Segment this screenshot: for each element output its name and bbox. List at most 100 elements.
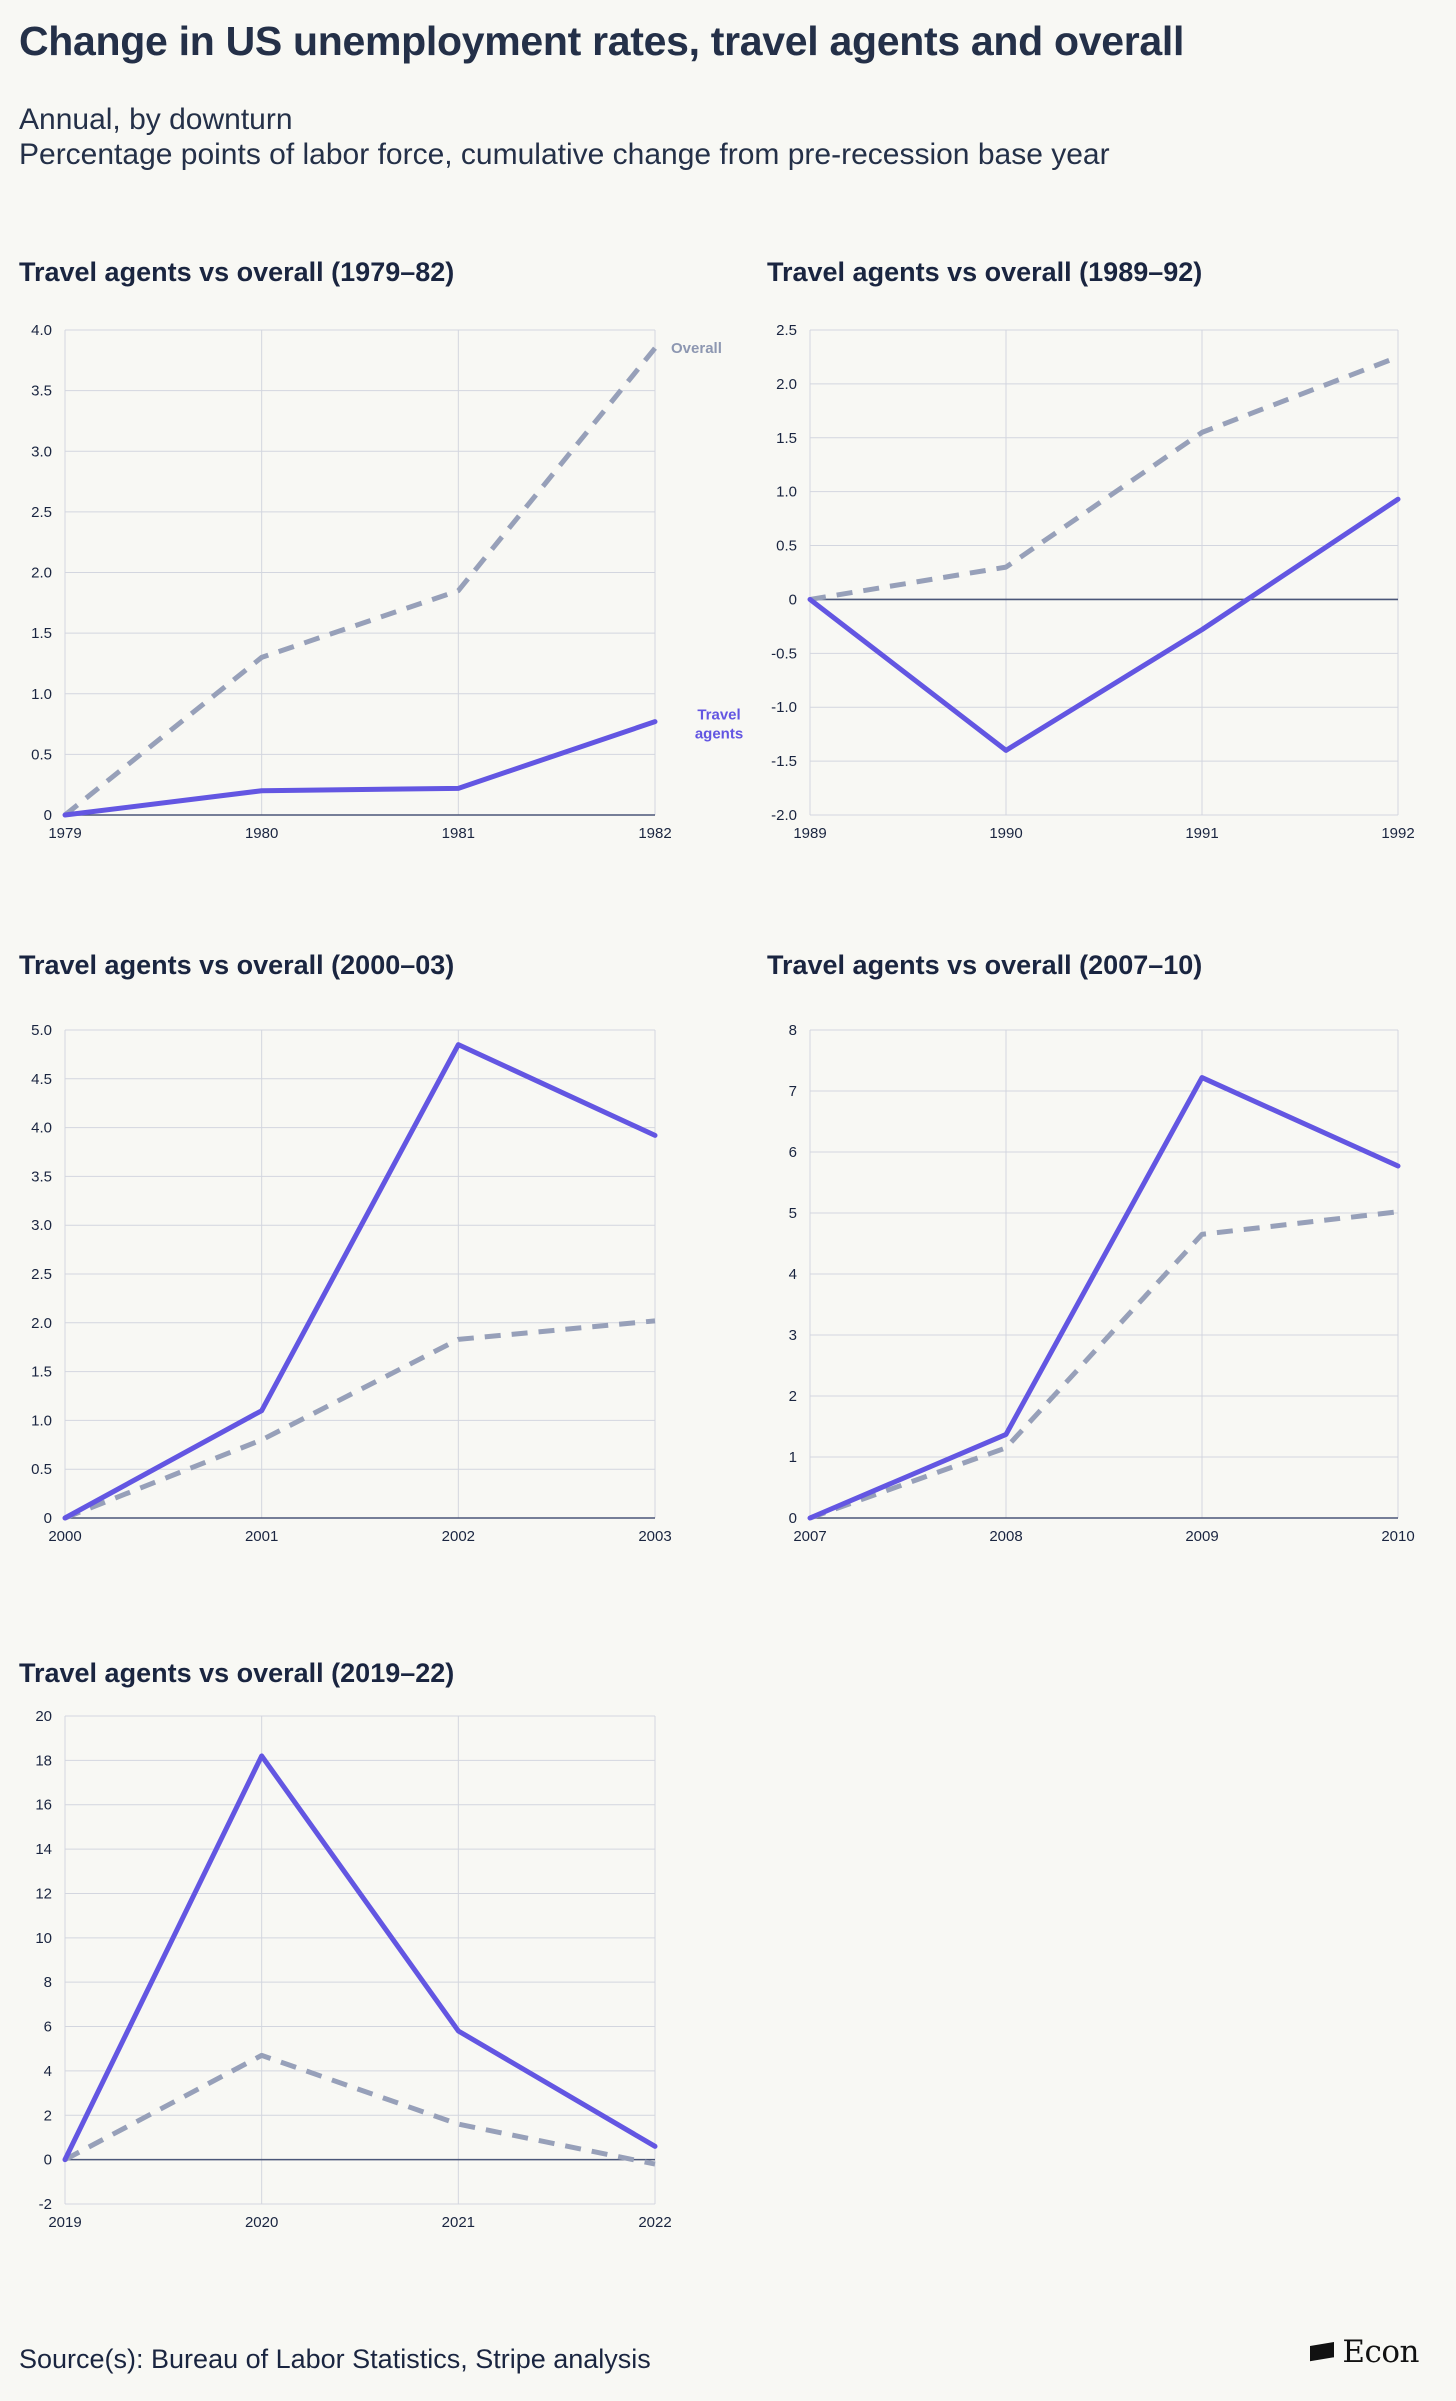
source-note: Source(s): Bureau of Labor Statistics, S… (19, 2344, 651, 2374)
y-tick-label: 8 (789, 1022, 797, 1039)
logo-text: Econ (1342, 2334, 1419, 2370)
y-tick-label: 0.5 (776, 538, 797, 555)
series-line-travel-agents (62, 719, 658, 818)
y-tick-label: 4.0 (31, 1120, 52, 1137)
x-tick-label: 1989 (793, 825, 826, 842)
y-tick-label: 0.5 (31, 746, 52, 763)
chart-5-title: Travel agents vs overall (2019–22) (19, 1658, 455, 1688)
y-tick-label: 3.5 (31, 1168, 52, 1185)
y-tick-label: 0 (44, 2152, 52, 2169)
x-tick-label: 2020 (245, 2214, 278, 2231)
x-tick-label: 1990 (989, 825, 1022, 842)
book-icon (1310, 2342, 1335, 2363)
y-tick-label: 4.0 (31, 322, 52, 339)
y-tick-label: 0 (789, 1510, 797, 1527)
x-tick-label: 2007 (793, 1528, 826, 1545)
chart-4-title: Travel agents vs overall (2007–10) (767, 950, 1203, 980)
label-overall: Overall (671, 340, 722, 357)
x-tick-label: 2019 (48, 2214, 81, 2231)
y-tick-label: 2.0 (31, 565, 52, 582)
x-tick-label: 2022 (638, 2214, 671, 2231)
y-tick-label: 0 (789, 591, 797, 608)
x-tick-label: 2003 (638, 1528, 671, 1545)
y-tick-label: 10 (35, 1930, 52, 1947)
x-tick-label: 2001 (245, 1528, 278, 1545)
chart-2-title: Travel agents vs overall (1989–92) (767, 257, 1203, 287)
chart-3-title: Travel agents vs overall (2000–03) (19, 950, 455, 980)
y-tick-label: 16 (35, 1797, 52, 1814)
y-tick-label: 6 (789, 1144, 797, 1161)
x-tick-label: 2002 (442, 1528, 475, 1545)
series-line-overall (64, 1318, 656, 1521)
y-tick-label: 3.0 (31, 1217, 52, 1234)
x-tick-label: 1981 (442, 825, 475, 842)
label-travel-agents-1: Travel (697, 707, 740, 724)
series-line-overall (809, 354, 1399, 602)
series-line-overall (63, 2052, 656, 2167)
y-tick-label: 12 (35, 1885, 52, 1902)
chart-1-title: Travel agents vs overall (1979–82) (19, 257, 455, 287)
y-tick-label: 14 (35, 1841, 52, 1858)
y-tick-label: 0 (44, 807, 52, 824)
series-line-travel-agents (62, 1753, 658, 2163)
y-tick-label: -1.5 (771, 753, 797, 770)
x-tick-label: 2009 (1185, 1528, 1218, 1545)
y-tick-label: -2.0 (771, 807, 797, 824)
y-tick-label: 1.5 (31, 625, 52, 642)
y-tick-label: -2 (39, 2196, 52, 2213)
x-tick-label: 2021 (442, 2214, 475, 2231)
subtitle-line-1: Annual, by downturn (19, 103, 293, 136)
y-tick-label: 2.0 (776, 376, 797, 393)
y-tick-label: 8 (44, 1974, 52, 1991)
y-tick-label: 3.5 (31, 383, 52, 400)
series-line-travel-agents (807, 496, 1401, 753)
series-line-overall (809, 1209, 1399, 1521)
y-tick-label: 1.0 (776, 484, 797, 501)
y-tick-label: 2 (44, 2107, 52, 2124)
y-tick-label: 0 (44, 1510, 52, 1527)
x-tick-label: 2000 (48, 1528, 81, 1545)
subtitle-line-2: Percentage points of labor force, cumula… (19, 138, 1110, 171)
y-tick-label: 3 (789, 1327, 797, 1344)
y-tick-label: 1 (789, 1449, 797, 1466)
y-tick-label: 5 (789, 1205, 797, 1222)
series-line-travel-agents (807, 1075, 1401, 1521)
page-title: Change in US unemployment rates, travel … (19, 18, 1185, 64)
x-tick-label: 1979 (48, 825, 81, 842)
x-tick-label: 1982 (638, 825, 671, 842)
y-tick-label: 1.5 (31, 1364, 52, 1381)
y-tick-label: 1.0 (31, 686, 52, 703)
y-tick-label: 0.5 (31, 1461, 52, 1478)
y-tick-label: 2.0 (31, 1315, 52, 1332)
y-tick-label: 6 (44, 2019, 52, 2036)
x-tick-label: 1992 (1381, 825, 1414, 842)
y-tick-label: -0.5 (771, 645, 797, 662)
x-tick-label: 1991 (1185, 825, 1218, 842)
label-travel-agents-2: agents (695, 726, 743, 743)
y-tick-label: 18 (35, 1752, 52, 1769)
y-tick-label: 1.0 (31, 1412, 52, 1429)
x-tick-label: 2008 (989, 1528, 1022, 1545)
subtitle: Annual, by downturn Percentage points of… (19, 102, 1110, 172)
y-tick-label: 3.0 (31, 443, 52, 460)
y-tick-label: 4 (44, 2063, 52, 2080)
y-tick-label: 2.5 (776, 322, 797, 339)
y-tick-label: 2 (789, 1388, 797, 1405)
y-tick-label: 2.5 (31, 504, 52, 521)
econ-logo: Econ (1308, 2334, 1419, 2370)
y-tick-label: -1.0 (771, 699, 797, 716)
y-tick-label: 4.5 (31, 1071, 52, 1088)
x-tick-label: 1980 (245, 825, 278, 842)
y-tick-label: 5.0 (31, 1022, 52, 1039)
y-tick-label: 4 (789, 1266, 797, 1283)
series-line-travel-agents (62, 1042, 658, 1521)
y-tick-label: 1.5 (776, 430, 797, 447)
series-line-overall (63, 346, 657, 817)
y-tick-label: 2.5 (31, 1266, 52, 1283)
y-tick-label: 7 (789, 1083, 797, 1100)
